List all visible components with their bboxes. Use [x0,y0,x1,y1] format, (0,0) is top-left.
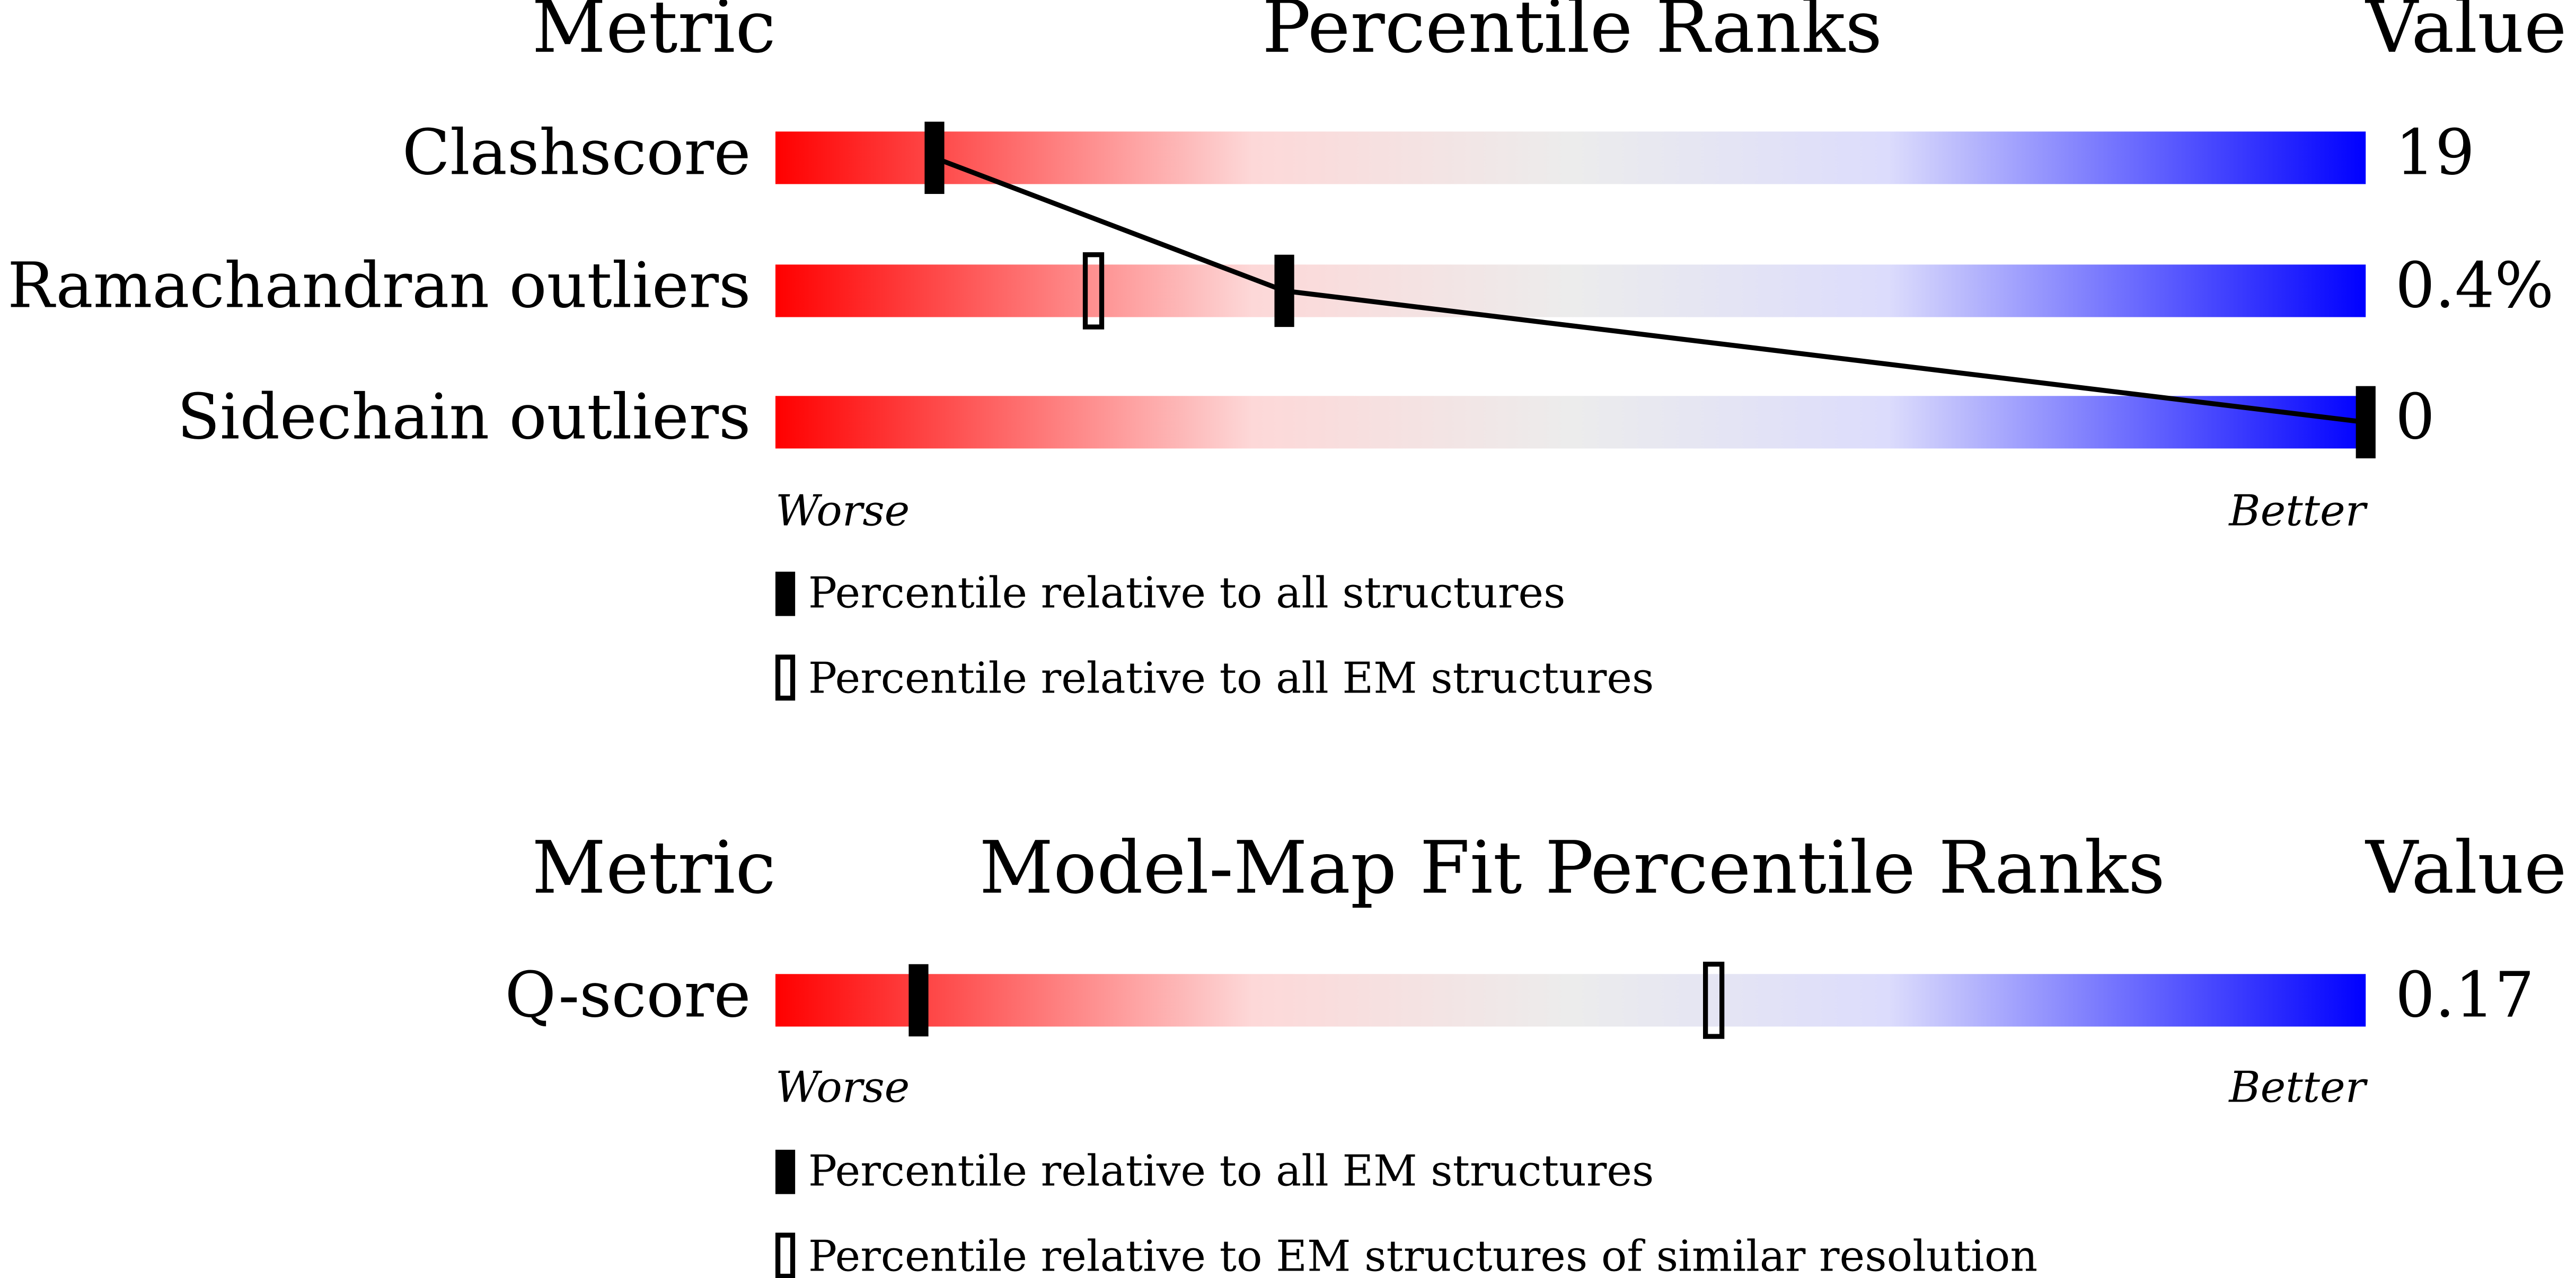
legend-open-swatch [775,654,796,701]
metric-label: Sidechain outliers [177,380,751,453]
header-value: Value [2365,0,2566,69]
header-title: Model-Map Fit Percentile Ranks [980,826,2165,910]
header-metric: Metric [532,826,775,910]
legend-filled-text: Percentile relative to all structures [808,568,1566,618]
metric-value: 0.4% [2395,249,2554,322]
legend-open-text: Percentile relative to all EM structures [808,654,1654,704]
legend-filled-swatch [775,571,796,616]
header-metric: Metric [532,0,775,69]
filled-marker [924,121,945,194]
legend-open-text: Percentile relative to EM structures of … [808,1232,2037,1278]
percentile-bar [775,264,2366,317]
metric-value: 0 [2395,380,2435,453]
legend-open-swatch [775,1232,796,1278]
worse-label: Worse [775,486,910,536]
header-title: Percentile Ranks [1262,0,1882,69]
legend-filled-text: Percentile relative to all EM structures [808,1146,1654,1196]
metric-label: Clashscore [402,116,751,189]
open-marker [1702,962,1725,1039]
worse-label: Worse [775,1062,910,1112]
legend-filled-swatch [775,1149,796,1194]
metric-label: Ramachandran outliers [7,249,751,322]
open-marker [1082,252,1105,330]
filled-marker [2356,386,2376,459]
percentile-bar [775,974,2366,1027]
percentile-bar [775,396,2366,449]
header-value: Value [2365,826,2566,910]
metric-label: Q-score [505,958,751,1031]
better-label: Better [2228,486,2368,536]
filled-marker [908,964,929,1037]
metric-value: 19 [2395,116,2475,189]
percentile-bar [775,131,2366,184]
metric-value: 0.17 [2395,958,2534,1031]
filled-marker [1274,254,1294,327]
better-label: Better [2228,1062,2368,1112]
